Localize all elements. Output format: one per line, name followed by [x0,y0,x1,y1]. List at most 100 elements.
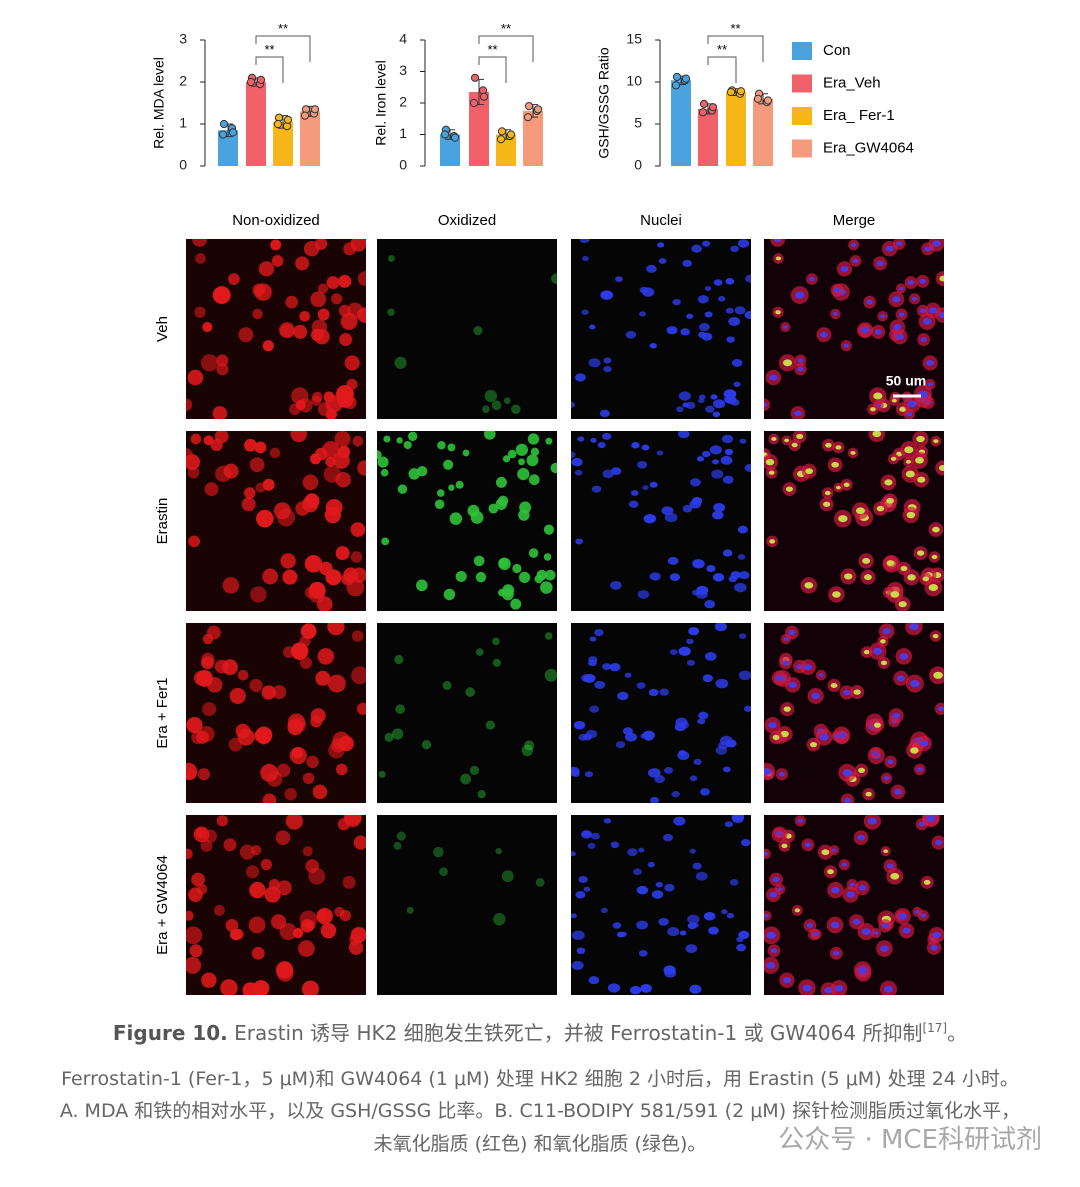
cell [317,648,335,665]
nucleus [886,560,895,566]
data-point [440,130,450,139]
nucleus [737,525,748,534]
nucleus [904,446,914,454]
nucleus [578,875,588,884]
cell [335,763,348,776]
cell [250,586,267,603]
micrograph-bg [377,815,557,995]
nucleus [663,965,676,975]
nucleus [769,891,778,898]
nucleus [857,966,868,974]
data-point [708,103,718,112]
cells [764,431,944,611]
nucleus [764,851,769,856]
cell [289,403,301,416]
nucleus [782,977,791,984]
nucleus [764,768,772,775]
cell [293,324,308,339]
cell [403,440,412,450]
cell [455,570,467,582]
nucleus [929,307,938,314]
nucleus [885,245,894,252]
nucleus [701,450,711,458]
nucleus [907,280,915,286]
nucleus [866,299,873,305]
cell [273,502,291,520]
cells [764,623,944,803]
nucleus [571,930,585,940]
nucleus [619,931,627,937]
y-tick-label: 2 [399,94,407,110]
legend-label: Era_Veh [823,74,881,91]
nucleus [926,359,935,366]
nucleus [610,467,622,476]
nucleus [880,314,886,319]
nucleus [788,681,797,688]
nucleus [772,734,780,740]
cell [279,322,296,339]
nucleus [905,470,915,478]
nucleus [726,912,735,919]
cell [491,400,502,411]
nucleus [909,623,919,631]
nucleus [872,750,879,755]
cell [394,356,407,369]
micrograph-bg [377,623,557,803]
nucleus [831,848,837,853]
nucleus [704,286,712,292]
cell [302,772,315,785]
nucleus [712,510,724,520]
nucleus [892,296,901,303]
nucleus [843,482,850,488]
significance-label: ** [264,42,274,57]
nucleus [571,451,576,459]
nucleus [893,324,902,331]
cell [300,919,314,933]
nucleus [932,931,941,939]
cell [350,239,366,252]
nucleus [873,722,881,728]
y-tick-label: 0 [634,157,642,173]
cell [317,283,329,294]
cell [350,522,366,537]
nucleus [860,327,870,334]
row-label: Era + GW4064 [154,855,171,955]
nucleus [841,862,848,867]
cells [186,431,366,611]
bar [469,91,489,166]
nucleus [571,851,576,857]
cell [223,463,239,479]
data-point [698,108,708,117]
nucleus [573,720,586,730]
cell [357,271,366,287]
bar [440,134,460,166]
nucleus [844,797,852,803]
cell [264,886,281,903]
nucleus [907,400,917,408]
nucleus [933,671,943,679]
nucleus [682,259,692,267]
cell [465,687,475,697]
nucleus [898,286,904,291]
nucleus [697,295,709,304]
micrograph-bg [377,239,557,419]
significance-label: ** [730,21,740,36]
cell [188,535,201,548]
cell [260,859,272,871]
nucleus [672,298,681,306]
nucleus [935,839,943,846]
nucleus [836,485,841,490]
cell [327,623,345,636]
nucleus [876,505,885,512]
nucleus [698,398,705,404]
bar [671,80,691,166]
nucleus [647,861,656,868]
micrograph [377,431,557,611]
nucleus [803,664,813,671]
cell [442,681,452,690]
cell [223,838,237,852]
bar [273,121,293,166]
nucleus [939,275,944,282]
data-point [506,130,516,139]
nucleus [865,791,872,797]
